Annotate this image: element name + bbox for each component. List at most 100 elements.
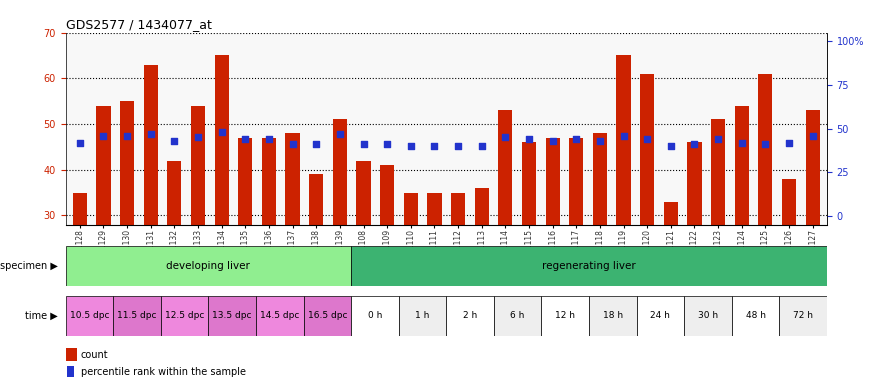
Bar (356, 161, 371, 353)
Bar (711, 119, 725, 353)
Text: 12 h: 12 h (556, 311, 575, 320)
Point (403, 143, 417, 149)
Bar (256, 296, 304, 336)
Bar (589, 296, 637, 336)
Point (238, 136, 252, 142)
Text: 6 h: 6 h (510, 311, 525, 320)
Bar (191, 106, 205, 353)
Bar (522, 142, 536, 353)
Bar (238, 138, 252, 353)
Point (759, 141, 773, 147)
Bar (262, 138, 276, 353)
Text: 12.5 dpc: 12.5 dpc (164, 311, 204, 320)
Text: 72 h: 72 h (793, 311, 813, 320)
Point (806, 132, 820, 139)
Bar (617, 56, 631, 353)
Text: developing liver: developing liver (166, 261, 250, 271)
Text: 14.5 dpc: 14.5 dpc (260, 311, 299, 320)
Point (617, 132, 631, 139)
Bar (806, 110, 820, 353)
Bar (735, 106, 749, 353)
Bar (113, 296, 161, 336)
Bar (451, 193, 466, 353)
Bar (684, 296, 732, 336)
Bar (403, 193, 418, 353)
Point (427, 143, 441, 149)
Bar (120, 101, 134, 353)
Text: 11.5 dpc: 11.5 dpc (117, 311, 157, 320)
Point (167, 138, 181, 144)
Text: percentile rank within the sample: percentile rank within the sample (81, 367, 246, 377)
Point (664, 143, 678, 149)
Bar (351, 296, 399, 336)
Bar (569, 138, 584, 353)
Bar (593, 133, 607, 353)
Bar (732, 296, 780, 336)
Text: 48 h: 48 h (746, 311, 766, 320)
Bar (446, 296, 493, 336)
Text: 24 h: 24 h (650, 311, 670, 320)
Text: 30 h: 30 h (698, 311, 718, 320)
Bar (474, 188, 489, 353)
Bar (782, 179, 796, 353)
Point (640, 136, 654, 142)
Bar (214, 56, 228, 353)
Point (546, 138, 560, 144)
Point (262, 136, 276, 142)
Bar (66, 246, 351, 286)
Bar (380, 165, 395, 353)
Point (332, 131, 346, 137)
Bar (285, 133, 299, 353)
Point (73, 139, 87, 146)
Point (735, 139, 749, 146)
Point (191, 134, 205, 141)
Point (452, 143, 466, 149)
Bar (144, 65, 158, 353)
Text: 16.5 dpc: 16.5 dpc (307, 311, 347, 320)
Text: 2 h: 2 h (463, 311, 477, 320)
Bar (493, 296, 542, 336)
Point (120, 132, 134, 139)
Point (711, 136, 725, 142)
Point (144, 131, 158, 137)
Bar (640, 74, 654, 353)
Bar (208, 296, 256, 336)
Bar (73, 193, 87, 353)
Bar (637, 296, 684, 336)
Bar (351, 246, 827, 286)
Bar (96, 106, 110, 353)
Bar (780, 296, 827, 336)
Text: count: count (81, 349, 108, 359)
Point (499, 134, 513, 141)
Point (285, 141, 299, 147)
Point (475, 143, 489, 149)
Bar (66, 348, 77, 361)
Bar (167, 161, 181, 353)
Text: time ▶: time ▶ (25, 311, 58, 321)
Point (309, 141, 323, 147)
Text: 10.5 dpc: 10.5 dpc (70, 311, 109, 320)
Bar (759, 74, 773, 353)
Text: 13.5 dpc: 13.5 dpc (213, 311, 252, 320)
Bar (304, 296, 351, 336)
Bar (498, 110, 513, 353)
Bar (332, 119, 347, 353)
Point (356, 141, 370, 147)
Point (688, 141, 702, 147)
Text: 18 h: 18 h (603, 311, 623, 320)
Bar (309, 174, 324, 353)
Point (522, 136, 536, 142)
Text: regenerating liver: regenerating liver (542, 261, 636, 271)
Bar (67, 366, 74, 377)
Point (782, 139, 796, 146)
Text: 0 h: 0 h (368, 311, 382, 320)
Point (570, 136, 584, 142)
Point (214, 129, 228, 135)
Bar (688, 142, 702, 353)
Bar (542, 296, 589, 336)
Bar (161, 296, 208, 336)
Point (96, 132, 110, 139)
Bar (427, 193, 442, 353)
Bar (66, 296, 113, 336)
Bar (399, 296, 446, 336)
